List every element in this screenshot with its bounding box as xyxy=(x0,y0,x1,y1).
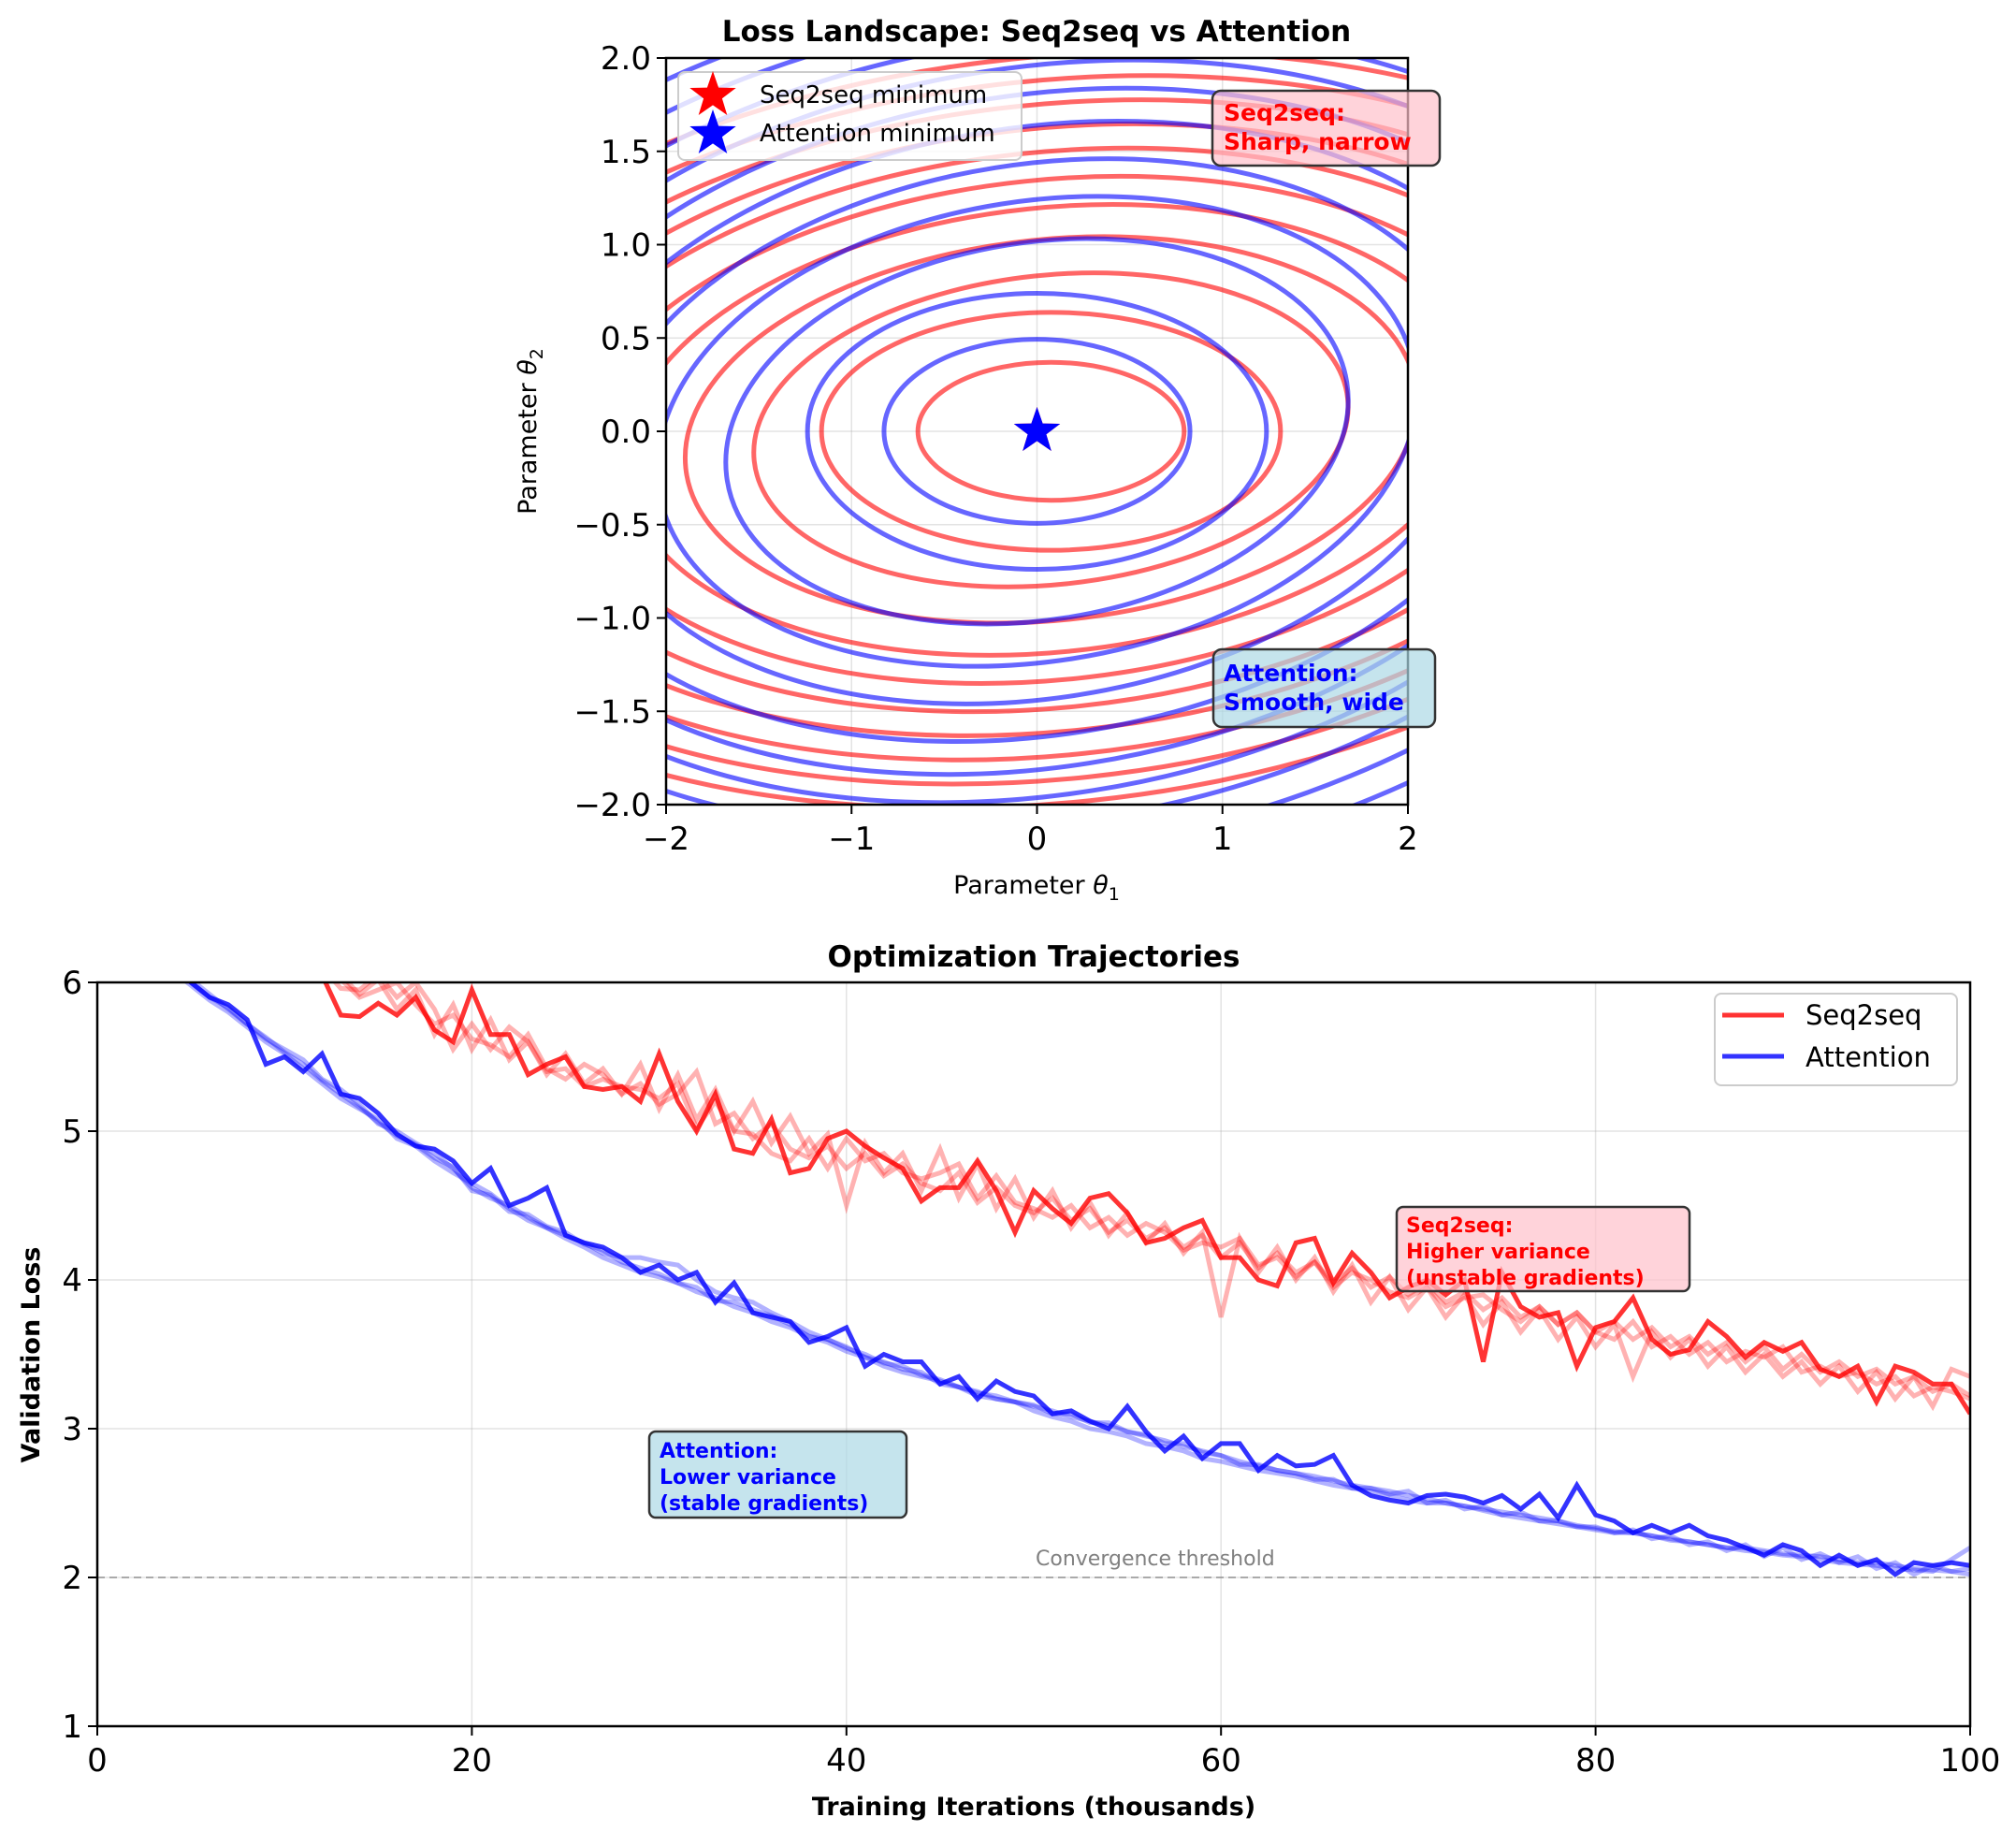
top-x-tick-label: 2 xyxy=(1398,821,1418,858)
top-y-tick-label: −0.5 xyxy=(573,507,651,545)
legend-label-seq2seq: Seq2seq xyxy=(1806,999,1922,1031)
top-y-tick-label: −2.0 xyxy=(573,787,651,824)
trajectory-lines xyxy=(183,982,1970,1577)
bottom-x-tick-label: 80 xyxy=(1575,1742,1616,1780)
attention-star-icon xyxy=(689,109,736,153)
seq2seq-contour xyxy=(819,310,1284,553)
optimization-trajectories-plot: Optimization Trajectories 0 20 40 60 80 100 6… xyxy=(17,940,2000,1822)
bottom-x-tick-label: 40 xyxy=(826,1742,866,1780)
annotation-seq2seq-line-1: Seq2seq: xyxy=(1224,99,1345,126)
top-x-tick-label: −2 xyxy=(643,821,689,858)
annotation-seq2seq-line-2: Sharp, narrow xyxy=(1224,128,1412,155)
annotation-attention-variance: Attention: Lower variance (stable gradie… xyxy=(647,1430,908,1519)
annotation-seq2seq-variance-line-3: (unstable gradients) xyxy=(1406,1267,1645,1290)
top-y-tick-label: −1.0 xyxy=(573,601,651,638)
attention-trajectory xyxy=(187,982,1970,1577)
seq2seq-trajectory-faint xyxy=(344,982,1970,1412)
bottom-y-axis-label: Validation Loss xyxy=(17,1247,46,1463)
legend-label-attention: Attention xyxy=(1806,1041,1931,1073)
seq2seq-contour xyxy=(666,202,1408,658)
attention-contour xyxy=(881,337,1193,526)
attention-minimum-star xyxy=(1013,407,1061,451)
top-y-tick-label: 2.0 xyxy=(601,40,651,78)
bottom-x-ticks: 0 20 40 60 80 100 xyxy=(87,1726,2000,1780)
annotation-attention-variance-line-3: (stable gradients) xyxy=(660,1492,868,1516)
bottom-chart-title: Optimization Trajectories xyxy=(828,940,1240,974)
convergence-threshold-label: Convergence threshold xyxy=(1036,1548,1275,1571)
seq2seq-trajectory-faint xyxy=(332,982,1970,1402)
bottom-plot-frame xyxy=(95,981,1972,1728)
top-legend-box xyxy=(677,71,1023,161)
loss-landscape-plot: Loss Landscape: Seq2seq vs Attention −2−… xyxy=(514,15,1442,905)
top-x-axis-label: Parameter θ1 xyxy=(953,871,1120,905)
attention-contour xyxy=(723,236,1351,627)
annotation-attention-variance-line-1: Attention: xyxy=(660,1440,777,1463)
bottom-y-tick-label: 5 xyxy=(62,1113,82,1151)
attention-contour xyxy=(666,156,1408,706)
bottom-y-tick-label: 3 xyxy=(62,1411,82,1448)
bottom-y-tick-label: 6 xyxy=(62,965,82,1002)
minimum-markers xyxy=(1013,407,1061,451)
top-y-axis-label: Parameter θ2 xyxy=(514,348,547,515)
legend-label-seq2seq-minimum: Seq2seq minimum xyxy=(760,81,987,109)
attention-trajectory-faint xyxy=(191,982,1970,1577)
top-x-tick-label: 1 xyxy=(1212,821,1233,858)
annotation-attention-variance-line-2: Lower variance xyxy=(660,1466,836,1490)
bottom-y-tick-label: 4 xyxy=(62,1262,82,1300)
attention-contour xyxy=(666,194,1408,669)
seq2seq-star-icon xyxy=(689,71,736,115)
bottom-x-tick-label: 100 xyxy=(1940,1742,2001,1780)
top-x-tick-label: −1 xyxy=(828,821,875,858)
top-y-ticks: 2.0 1.5 1.0 0.5 0.0 −0.5 −1.0 −1.5 −2.0 xyxy=(573,40,666,824)
bottom-x-axis-label: Training Iterations (thousands) xyxy=(812,1793,1255,1822)
top-y-tick-label: 0.0 xyxy=(601,414,651,451)
seq2seq-trajectory xyxy=(323,982,1970,1416)
seq2seq-star-icon xyxy=(689,71,736,115)
top-chart-title: Loss Landscape: Seq2seq vs Attention xyxy=(722,15,1351,49)
annotation-seq2seq-variance-line-1: Seq2seq: xyxy=(1406,1214,1513,1238)
annotation-attention-smooth: Attention: Smooth, wide xyxy=(1211,647,1437,729)
annotation-attention-line-1: Attention: xyxy=(1224,660,1358,687)
legend-label-attention-minimum: Attention minimum xyxy=(760,120,995,148)
annotation-seq2seq-sharp: Seq2seq: Sharp, narrow xyxy=(1211,89,1442,167)
bottom-y-tick-label: 2 xyxy=(62,1560,82,1597)
top-x-tick-label: 0 xyxy=(1027,821,1048,858)
bottom-x-tick-label: 0 xyxy=(87,1742,108,1780)
top-x-ticks: −2 −1 0 1 2 xyxy=(643,805,1418,858)
top-y-tick-label: 1.5 xyxy=(601,134,651,171)
bottom-x-tick-label: 20 xyxy=(452,1742,492,1780)
top-y-tick-label: 1.0 xyxy=(601,227,651,265)
annotation-seq2seq-variance: Seq2seq: Higher variance (unstable gradi… xyxy=(1395,1205,1691,1293)
top-legend: Seq2seq minimum Attention minimum xyxy=(677,71,1023,161)
attention-contour xyxy=(805,290,1269,573)
bottom-y-ticks: 6 5 4 3 2 1 xyxy=(62,965,97,1746)
annotation-seq2seq-variance-line-2: Higher variance xyxy=(1406,1241,1590,1264)
bottom-legend: Seq2seq Attention xyxy=(1714,993,1958,1086)
attention-star-icon xyxy=(689,109,736,153)
seq2seq-contour xyxy=(915,359,1187,503)
seq2seq-trajectory-faint xyxy=(341,982,1970,1399)
top-y-tick-label: −1.5 xyxy=(573,693,651,731)
top-y-tick-label: 0.5 xyxy=(601,320,651,357)
bottom-y-tick-label: 1 xyxy=(62,1708,82,1746)
annotation-attention-line-2: Smooth, wide xyxy=(1224,689,1404,716)
seq2seq-contour xyxy=(666,173,1408,686)
bottom-x-tick-label: 60 xyxy=(1201,1742,1241,1780)
